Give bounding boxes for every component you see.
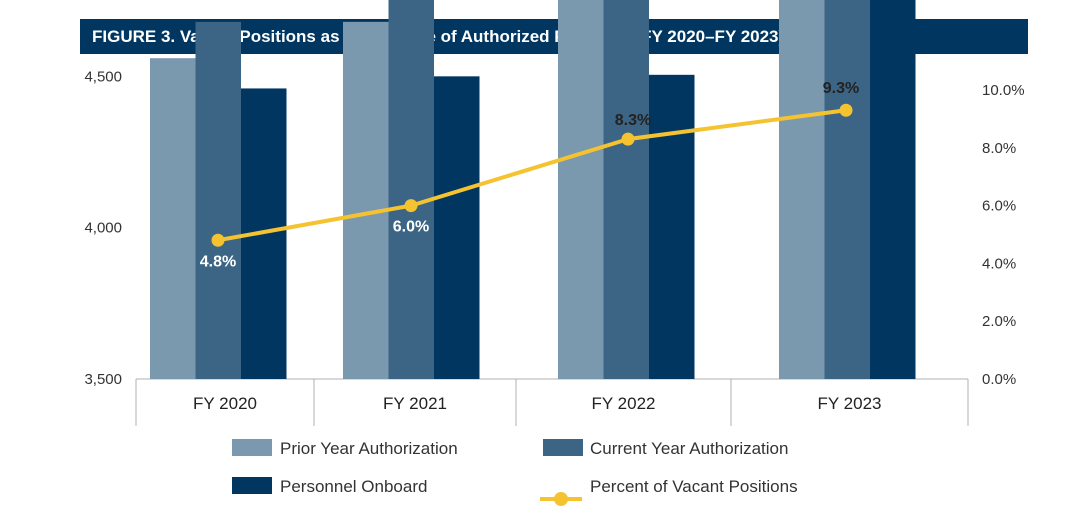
vacancy-point-4 [839, 103, 853, 117]
bar-3-3 [649, 74, 695, 379]
vacancy-point-3 [621, 132, 635, 146]
y-right-tick-label: 0.0% [982, 371, 1016, 388]
y-left-tick-label: 4,500 [84, 68, 122, 85]
legend-label-2: Current Year Authorization [590, 439, 788, 458]
vacancy-line [217, 108, 847, 243]
y-left-tick-label: 4,000 [84, 220, 122, 237]
bar-2-2 [388, 0, 434, 379]
vacancy-label-1: 4.8% [200, 253, 236, 270]
legend-marker [554, 492, 568, 506]
bar-1-3 [558, 0, 604, 379]
legend-swatch-2 [543, 439, 583, 456]
vacancy-label-3: 8.3% [615, 112, 651, 129]
bar-2-4 [824, 0, 870, 379]
bar-1-1 [150, 58, 196, 379]
legend-label-4: Percent of Vacant Positions [590, 477, 798, 496]
vacancy-label-2: 6.0% [393, 219, 429, 236]
bar-1-2 [343, 21, 389, 379]
vacancy-point-1 [211, 233, 225, 247]
y-right-tick-label: 4.0% [982, 255, 1016, 272]
category-label-2: FY 2021 [383, 394, 447, 413]
bar-2-3 [603, 0, 649, 380]
legend-swatch-3 [232, 477, 272, 494]
legend-label-1: Prior Year Authorization [280, 439, 458, 458]
vacancy-label-4: 9.3% [823, 80, 859, 97]
category-label-3: FY 2022 [592, 394, 656, 413]
y-left-tick-label: 3,500 [84, 371, 122, 388]
y-right-tick-label: 2.0% [982, 313, 1016, 330]
legend-label-3: Personnel Onboard [280, 477, 427, 496]
y-right-tick-label: 8.0% [982, 140, 1016, 157]
y-right-tick-label: 6.0% [982, 198, 1016, 215]
bar-2-1 [195, 21, 241, 379]
category-label-1: FY 2020 [193, 394, 257, 413]
bar-3-4 [870, 0, 916, 380]
bar-1-4 [779, 0, 825, 380]
y-right-tick-label: 10.0% [982, 82, 1025, 99]
category-label-4: FY 2023 [818, 394, 882, 413]
legend-swatch-1 [232, 439, 272, 456]
vacancy-point-2 [404, 199, 418, 213]
bar-3-2 [434, 76, 480, 379]
